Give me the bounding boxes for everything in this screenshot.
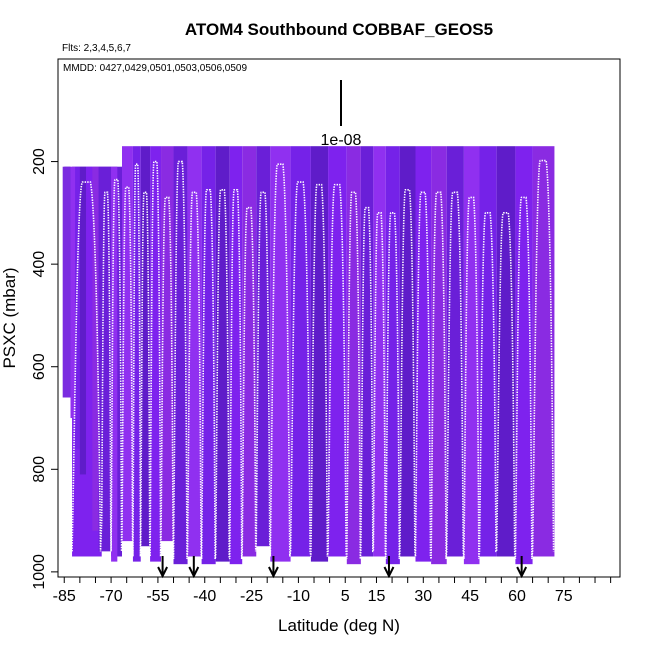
x-tick-label: -10: [287, 588, 310, 605]
x-tick-label: -70: [100, 588, 123, 605]
arrow-head: [383, 566, 395, 579]
arrow-head: [157, 566, 168, 579]
curtain-cell: [173, 146, 188, 565]
arrow-marker: [383, 556, 395, 579]
x-tick-label: 75: [555, 588, 573, 605]
x-axis: -85 -70 -55 -40 -25 -10 5 15 30 45 60 75: [53, 577, 612, 605]
dates-note: MMDD: 0427,0429,0501,0503,0506,0509: [63, 63, 247, 74]
curtain-cell: [70, 166, 76, 419]
x-tick-label: 5: [341, 588, 350, 605]
curtain-cell: [92, 166, 99, 531]
flight-profile-track: [71, 159, 555, 560]
y-tick-label: 1000: [31, 554, 48, 590]
curtain-cell: [62, 166, 71, 398]
curtain-cell: [360, 146, 374, 557]
curtain-cell: [79, 166, 87, 475]
x-axis-label: Latitude (deg N): [278, 616, 400, 635]
x-tick-label: 15: [368, 588, 386, 605]
profile-line: [71, 159, 555, 560]
arrow-markers: [157, 556, 528, 579]
arrow-marker: [516, 556, 528, 579]
y-axis-label: PSXC (mbar): [0, 267, 19, 368]
curtain-cell: [111, 166, 118, 562]
y-tick-label: 800: [31, 456, 48, 483]
arrow-marker: [157, 556, 168, 579]
x-tick-label: 60: [508, 588, 526, 605]
curtain-cell: [122, 146, 133, 542]
y-tick-label: 200: [31, 148, 48, 175]
scale-label: 1e-08: [321, 132, 362, 149]
curtain-cell: [532, 146, 555, 557]
arrow-marker: [188, 556, 200, 579]
curtain-cell: [256, 146, 271, 547]
curtain-cell: [140, 146, 151, 547]
curtain-cell: [515, 146, 533, 565]
curtain-cell: [132, 146, 141, 562]
curtain-cell: [86, 166, 93, 501]
curtain-cell: [385, 146, 400, 565]
x-tick-label: 30: [414, 588, 432, 605]
y-axis: 200 400 600 800 1000: [31, 148, 58, 590]
x-tick-label: -25: [240, 588, 263, 605]
flights-note: Flts: 2,3,4,5,6,7: [62, 43, 131, 54]
arrow-head: [516, 566, 528, 579]
x-tick-label: -85: [53, 588, 76, 605]
curtain-cell: [463, 146, 480, 565]
x-tick-label: -40: [193, 588, 216, 605]
curtain-cell: [187, 146, 202, 557]
arrow-marker: [268, 556, 279, 579]
curtain-cell: [150, 146, 162, 562]
y-tick-label: 600: [31, 353, 48, 380]
plot-frame: [57, 58, 621, 578]
x-tick-label: 45: [461, 588, 479, 605]
curtain-cell: [290, 146, 311, 557]
y-tick-label: 400: [31, 251, 48, 278]
x-tick-label: -55: [146, 588, 169, 605]
curtain-cell: [415, 146, 432, 562]
curtain-cell: [328, 146, 347, 557]
arrow-head: [268, 566, 279, 579]
curtain-cell: [75, 166, 80, 449]
chart-title: ATOM4 Southbound COBBAF_GEOS5: [185, 20, 493, 39]
arrow-head: [188, 566, 200, 579]
